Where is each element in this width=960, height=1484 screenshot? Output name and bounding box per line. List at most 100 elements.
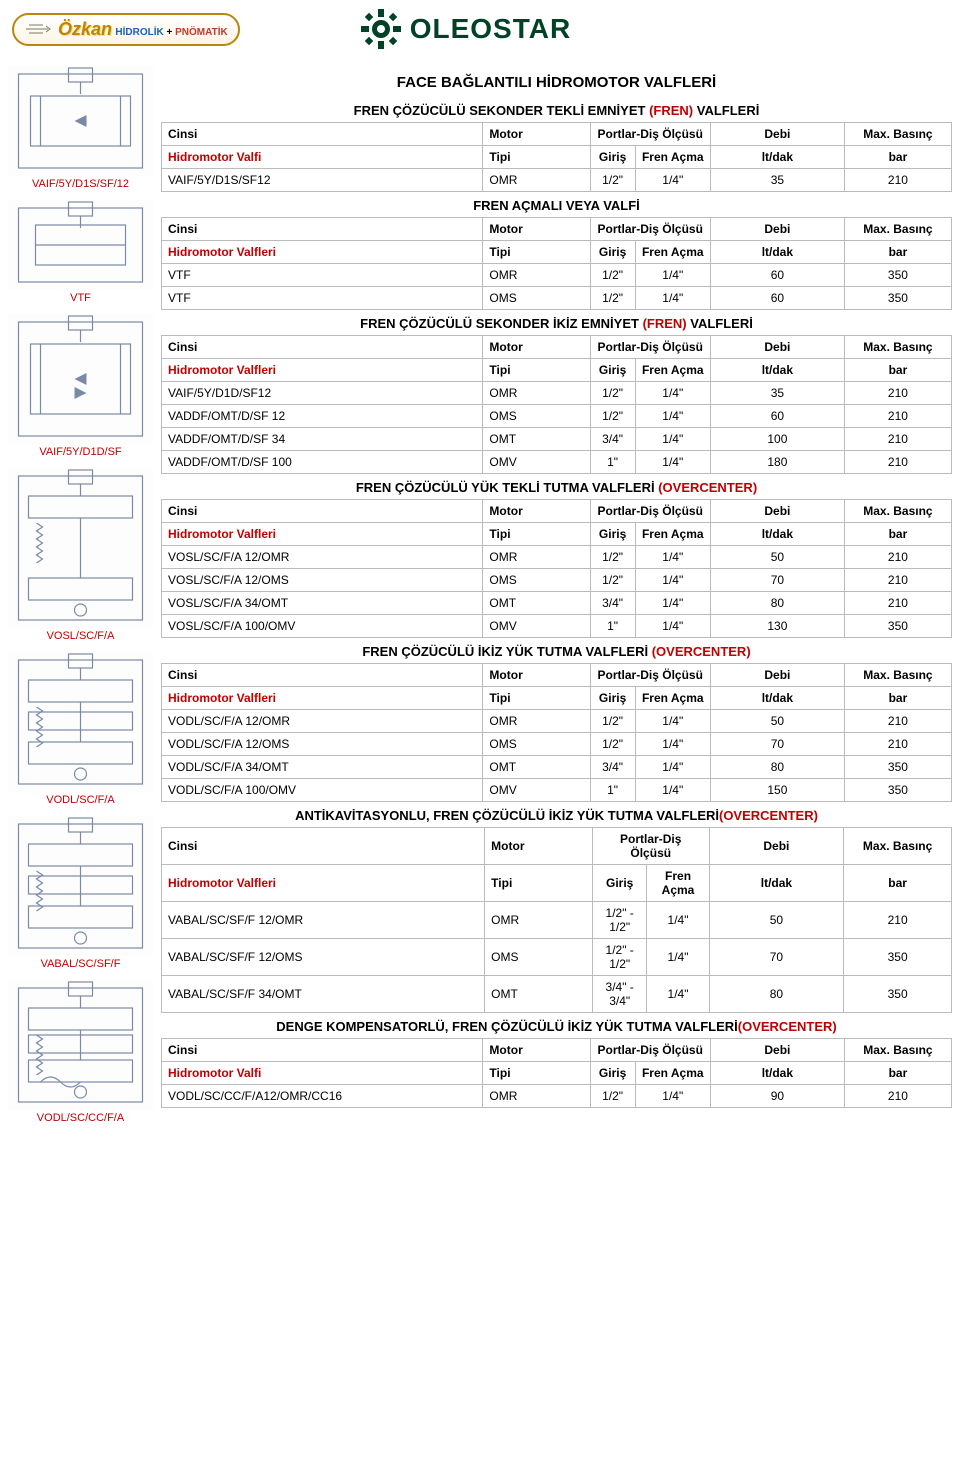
table-row: VABAL/SC/SF/F 12/OMROMR 1/2" - 1/2"1/4" … [162, 902, 952, 939]
col-bar: bar [844, 241, 951, 264]
section-title: FREN ÇÖZÜCÜLÜ İKİZ YÜK TUTMA VALFLERİ (O… [161, 644, 952, 659]
col-ltdak: lt/dak [709, 865, 844, 902]
gear-icon [360, 8, 402, 50]
col-fren: Fren Açma [647, 865, 709, 902]
col-tipi: Tipi [483, 241, 590, 264]
col-cinsi: Cinsi [162, 1039, 483, 1062]
col-debi: Debi [710, 500, 844, 523]
col-debi: Debi [709, 828, 844, 865]
col-bar: bar [844, 687, 951, 710]
col-tipi: Tipi [483, 687, 590, 710]
section-title: DENGE KOMPENSATORLÜ, FREN ÇÖZÜCÜLÜ İKİZ … [161, 1019, 952, 1034]
col-fren: Fren Açma [635, 523, 710, 546]
col-giris: Giriş [590, 687, 635, 710]
col-tipi: Tipi [483, 359, 590, 382]
col-giris: Giriş [590, 1062, 635, 1085]
valve-table: Cinsi Motor Portlar-Diş Ölçüsü Debi Max.… [161, 217, 952, 310]
col-max: Max. Basınç [844, 218, 951, 241]
ozkan-name: Özkan [58, 19, 112, 39]
valve-table: Cinsi Motor Portlar-Diş Ölçüsü Debi Max.… [161, 335, 952, 474]
plane-icon [24, 20, 52, 38]
side-schematic: VABAL/SC/SF/F [8, 816, 153, 970]
col-cinsi: Cinsi [162, 500, 483, 523]
col-motor: Motor [483, 1039, 590, 1062]
section-title: FREN ÇÖZÜCÜLÜ SEKONDER TEKLİ EMNİYET (FR… [161, 103, 952, 118]
col-giris: Giriş [590, 146, 635, 169]
col-fren: Fren Açma [635, 687, 710, 710]
col-tipi: Tipi [483, 1062, 590, 1085]
valve-table: Cinsi Motor Portlar-Diş Ölçüsü Debi Max.… [161, 499, 952, 638]
table-row: VTFOMR 1/2"1/4" 60350 [162, 264, 952, 287]
table-row: VOSL/SC/F/A 12/OMSOMS 1/2"1/4" 70210 [162, 569, 952, 592]
section-title: ANTİKAVİTASYONLU, FREN ÇÖZÜCÜLÜ İKİZ YÜK… [161, 808, 952, 823]
col-bar: bar [844, 359, 951, 382]
table-row: VODL/SC/CC/F/A12/OMR/CC16OMR 1/2"1/4" 90… [162, 1085, 952, 1108]
side-schematic: VAIF/5Y/D1S/SF/12 [8, 66, 153, 190]
col-portlar: Portlar-Diş Ölçüsü [592, 828, 709, 865]
valve-table: Cinsi Motor Portlar-Diş Ölçüsü Debi Max.… [161, 663, 952, 802]
col-portlar: Portlar-Diş Ölçüsü [590, 123, 710, 146]
col-max: Max. Basınç [844, 500, 951, 523]
col-cinsi: Cinsi [162, 336, 483, 359]
col-motor: Motor [483, 500, 590, 523]
col-ltdak: lt/dak [710, 687, 844, 710]
col-debi: Debi [710, 1039, 844, 1062]
table-row: VODL/SC/F/A 100/OMVOMV 1"1/4" 150350 [162, 779, 952, 802]
col-tipi: Tipi [483, 523, 590, 546]
table-row: VADDF/OMT/D/SF 100OMV 1"1/4" 180210 [162, 451, 952, 474]
col-valf: Hidromotor Valfleri [162, 865, 485, 902]
side-caption: VABAL/SC/SF/F [8, 958, 153, 970]
table-row: VOSL/SC/F/A 12/OMROMR 1/2"1/4" 50210 [162, 546, 952, 569]
col-valf: Hidromotor Valfleri [162, 359, 483, 382]
col-portlar: Portlar-Diş Ölçüsü [590, 664, 710, 687]
col-tipi: Tipi [485, 865, 593, 902]
col-giris: Giriş [590, 523, 635, 546]
col-motor: Motor [483, 664, 590, 687]
col-portlar: Portlar-Diş Ölçüsü [590, 336, 710, 359]
table-row: VODL/SC/F/A 12/OMROMR 1/2"1/4" 50210 [162, 710, 952, 733]
col-fren: Fren Açma [635, 146, 710, 169]
ozkan-sub: HİDROLİK + PNÖMATİK [115, 27, 227, 38]
side-caption: VOSL/SC/F/A [8, 630, 153, 642]
col-debi: Debi [710, 218, 844, 241]
col-max: Max. Basınç [844, 664, 951, 687]
col-portlar: Portlar-Diş Ölçüsü [590, 1039, 710, 1062]
section-title: FREN ÇÖZÜCÜLÜ SEKONDER İKİZ EMNİYET (FRE… [161, 316, 952, 331]
col-bar: bar [844, 1062, 951, 1085]
col-ltdak: lt/dak [710, 523, 844, 546]
table-row: VTFOMS 1/2"1/4" 60350 [162, 287, 952, 310]
side-caption: VODL/SC/CC/F/A [8, 1112, 153, 1124]
col-valf: Hidromotor Valfleri [162, 523, 483, 546]
header: Özkan HİDROLİK + PNÖMATİK OLEOSTAR [0, 0, 960, 58]
col-giris: Giriş [590, 359, 635, 382]
table-row: VOSL/SC/F/A 34/OMTOMT 3/4"1/4" 80210 [162, 592, 952, 615]
table-row: VODL/SC/F/A 34/OMTOMT 3/4"1/4" 80350 [162, 756, 952, 779]
valve-table: Cinsi Motor Portlar-Diş Ölçüsü Debi Max.… [161, 1038, 952, 1108]
oleostar-logo: OLEOSTAR [360, 8, 571, 50]
valve-table: Cinsi Motor Portlar-Diş Ölçüsü Debi Max.… [161, 827, 952, 1013]
table-row: VABAL/SC/SF/F 12/OMSOMS 1/2" - 1/2"1/4" … [162, 939, 952, 976]
col-max: Max. Basınç [844, 123, 951, 146]
col-tipi: Tipi [483, 146, 590, 169]
side-caption: VAIF/5Y/D1D/SF [8, 446, 153, 458]
ozkan-logo: Özkan HİDROLİK + PNÖMATİK [12, 13, 240, 46]
side-schematic: VOSL/SC/F/A [8, 468, 153, 642]
valve-table: Cinsi Motor Portlar-Diş Ölçüsü Debi Max.… [161, 122, 952, 192]
col-portlar: Portlar-Diş Ölçüsü [590, 500, 710, 523]
section-title: FREN ÇÖZÜCÜLÜ YÜK TEKLİ TUTMA VALFLERİ (… [161, 480, 952, 495]
col-bar: bar [844, 865, 952, 902]
side-caption: VTF [8, 292, 153, 304]
sidebar: VAIF/5Y/D1S/SF/12 VTF VAIF/5Y/D1D/SF VOS… [8, 66, 153, 1134]
col-cinsi: Cinsi [162, 123, 483, 146]
col-fren: Fren Açma [635, 359, 710, 382]
col-bar: bar [844, 523, 951, 546]
col-cinsi: Cinsi [162, 828, 485, 865]
side-schematic: VTF [8, 200, 153, 304]
side-schematic: VODL/SC/CC/F/A [8, 980, 153, 1124]
main-content: FACE BAĞLANTILI HİDROMOTOR VALFLERİ FREN… [161, 66, 952, 1134]
table-row: VODL/SC/F/A 12/OMSOMS 1/2"1/4" 70210 [162, 733, 952, 756]
col-max: Max. Basınç [844, 1039, 951, 1062]
col-motor: Motor [483, 218, 590, 241]
col-ltdak: lt/dak [710, 146, 844, 169]
col-cinsi: Cinsi [162, 664, 483, 687]
